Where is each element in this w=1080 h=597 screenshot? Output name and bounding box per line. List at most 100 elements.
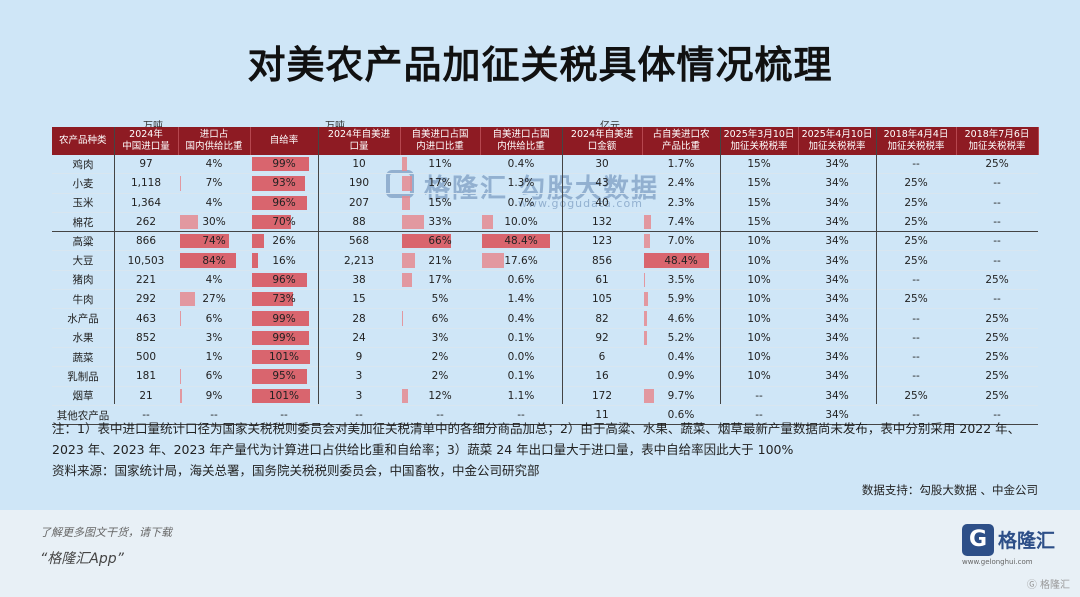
cell-value: 66% (428, 235, 452, 248)
bar-cell-self: 26% (250, 231, 318, 252)
cell-value: 97 (114, 155, 178, 175)
bar-cell-us_ag: 1.7% (642, 155, 720, 175)
bar-cell-us_share: 5% (400, 289, 480, 310)
brand-url: www.gelonghui.com (962, 558, 1033, 566)
data-bar (252, 369, 307, 384)
table-row: 小麦 1,118 7% 93% 190 17% 1.3% 43 2.4% 15% 34% 25% -- (52, 173, 1038, 194)
cell-value: -- (956, 173, 1038, 194)
cell-value: 5% (431, 293, 449, 306)
cell-value: 82 (562, 308, 642, 329)
table-row: 水产品 463 6% 99% 28 6% 0.4% 82 4.6% 10% 34% -- 25% (52, 308, 1038, 329)
cell-value: 70% (272, 216, 296, 229)
data-bar (644, 330, 648, 345)
cell-value: -- (956, 289, 1038, 310)
cell-value: 2.4% (667, 177, 695, 190)
cell-value: -- (720, 405, 798, 426)
data-bar (402, 234, 451, 249)
cell-value: 4.6% (667, 312, 695, 325)
cell-value: 93% (272, 177, 296, 190)
data-bar (644, 311, 647, 326)
bar-cell-us_supply: 0.4% (480, 155, 562, 175)
cell-value: 11% (428, 158, 452, 171)
table-row: 牛肉 292 27% 73% 15 5% 1.4% 105 5.9% 10% 34% 25% -- (52, 289, 1038, 310)
cell-value: 4% (205, 158, 223, 171)
cell-value: 25% (956, 328, 1038, 348)
data-bar (252, 253, 258, 268)
cell-value: 21% (428, 254, 452, 267)
cell-value: 25% (956, 308, 1038, 329)
bar-cell-us_supply: 1.4% (480, 289, 562, 310)
cell-value: 3 (318, 366, 400, 387)
cell-value: 0.9% (667, 370, 695, 383)
row-label: 小麦 (52, 173, 114, 194)
cell-value: 15% (720, 155, 798, 175)
data-bar (180, 388, 183, 403)
cell-value: 17% (428, 273, 452, 286)
brand-name: 格隆汇 (998, 530, 1056, 552)
bar-cell-imp_share: 6% (178, 366, 250, 387)
cell-value: -- (250, 405, 318, 426)
cell-value: 16% (272, 254, 296, 267)
table-row: 猪肉 221 4% 96% 38 17% 0.6% 61 3.5% 10% 34% -- 25% (52, 270, 1038, 291)
cell-value: -- (876, 308, 956, 329)
cell-value: 6% (431, 312, 449, 325)
column-divider (720, 127, 721, 404)
bar-cell-us_share: 2% (400, 347, 480, 368)
bar-cell-self: 99% (250, 155, 318, 175)
cell-value: 9 (318, 347, 400, 368)
row-label: 玉米 (52, 193, 114, 213)
cell-value: 1.1% (507, 389, 535, 402)
cell-value: 10% (720, 270, 798, 291)
data-bar (252, 176, 306, 191)
column-divider (318, 127, 319, 404)
bar-cell-imp_share: 27% (178, 289, 250, 310)
cell-value: 10% (720, 366, 798, 387)
cell-value: 852 (114, 328, 178, 348)
cell-value: 34% (798, 173, 876, 194)
bar-cell-self: 96% (250, 193, 318, 213)
table-row: 高粱 866 74% 26% 568 66% 48.4% 123 7.0% 10% 34% 25% -- (52, 231, 1038, 252)
cell-value: 26% (272, 235, 296, 248)
cell-value: 95% (272, 370, 296, 383)
bar-cell-self: 101% (250, 347, 318, 368)
cell-value: 4% (205, 196, 223, 209)
row-label: 水果 (52, 328, 114, 348)
bar-cell-imp_share: 7% (178, 173, 250, 194)
cell-value: 34% (798, 155, 876, 175)
cell-value: 21 (114, 386, 178, 406)
bar-cell-self: 16% (250, 250, 318, 271)
cell-value: 866 (114, 231, 178, 252)
cell-value: 221 (114, 270, 178, 291)
data-bar (180, 234, 230, 249)
cell-value: 10% (720, 250, 798, 271)
cell-value: 92 (562, 328, 642, 348)
bar-cell-us_ag: 2.4% (642, 173, 720, 194)
bar-cell-self: 99% (250, 328, 318, 348)
cell-value: 1,364 (114, 193, 178, 213)
cell-value: 25% (876, 212, 956, 233)
data-bar (252, 292, 294, 307)
bar-cell-us_share: 11% (400, 155, 480, 175)
cell-value: 101% (268, 351, 300, 364)
cell-value: 38 (318, 270, 400, 291)
source-text: 资料来源：国家统计局，海关总署，国务院关税税则委员会，中国畜牧，中金公司研究部 (52, 463, 540, 478)
bar-cell-us_ag: 48.4% (642, 250, 720, 271)
bar-cell-us_share: 17% (400, 270, 480, 291)
cell-value: 16 (562, 366, 642, 387)
cell-value: 15% (428, 196, 452, 209)
table-row: 鸡肉 97 4% 99% 10 11% 0.4% 30 1.7% 15% 34% -- 25% (52, 155, 1038, 175)
cell-value: 25% (876, 231, 956, 252)
row-label: 牛肉 (52, 289, 114, 310)
cell-value: 40 (562, 193, 642, 213)
cell-value: 5.9% (667, 293, 695, 306)
bar-cell-imp_share: 4% (178, 270, 250, 291)
data-bar (402, 214, 425, 230)
column-header: 2024年 中国进口量 (114, 127, 179, 155)
cell-value: 27% (202, 293, 226, 306)
cell-value: 568 (318, 231, 400, 252)
cell-value: -- (956, 405, 1038, 426)
cell-value: -- (956, 193, 1038, 213)
bar-cell-imp_share: 4% (178, 193, 250, 213)
cell-value: 34% (798, 405, 876, 426)
cell-value: 262 (114, 212, 178, 233)
